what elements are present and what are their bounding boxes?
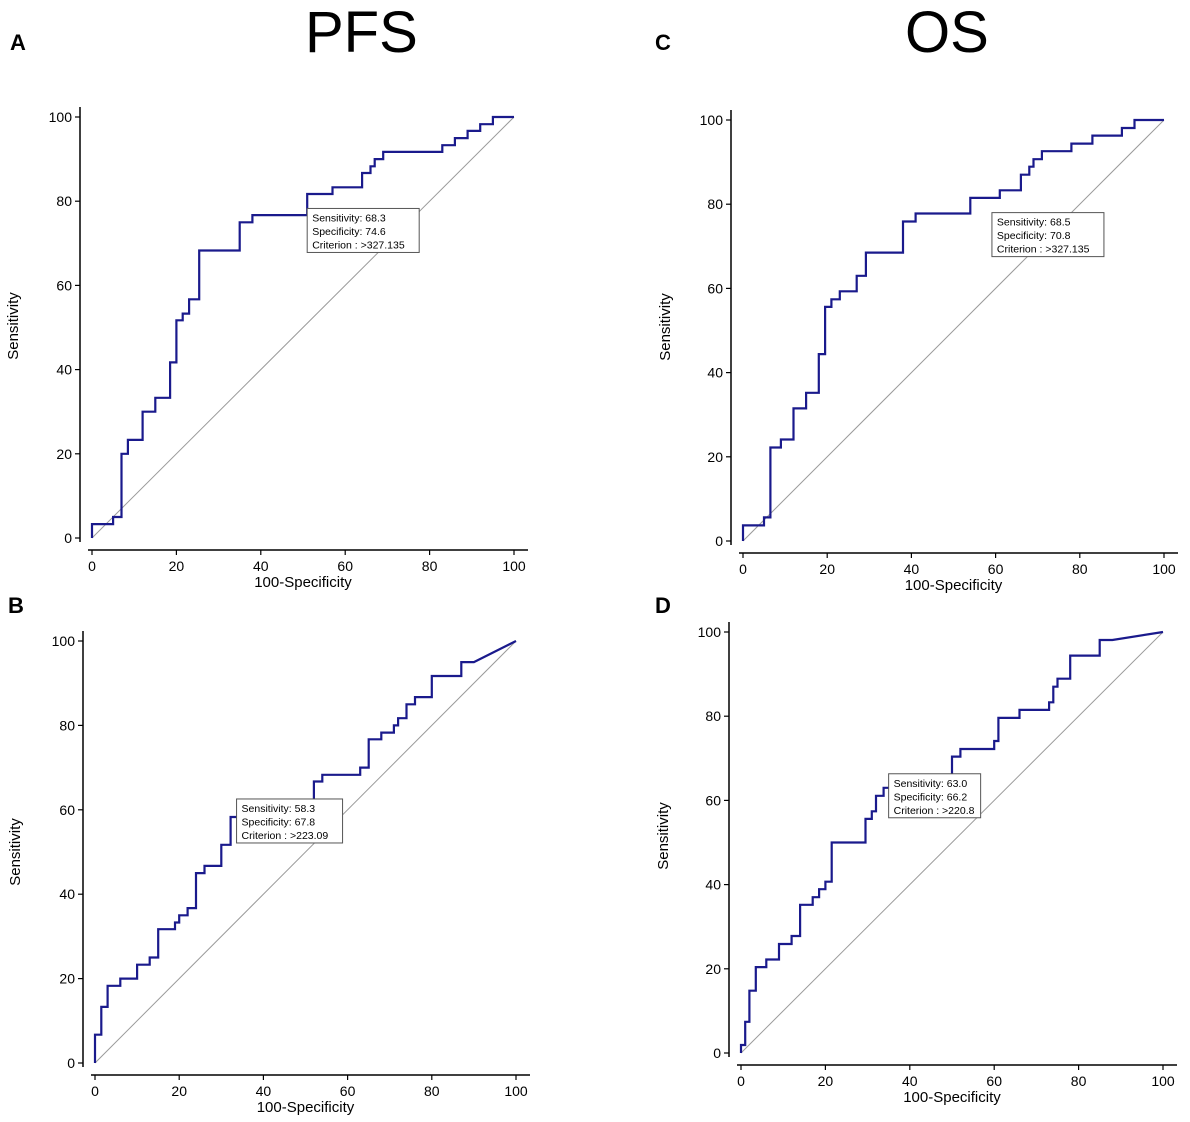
roc-curve-a [90, 115, 514, 538]
criterion-sensitivity-c: Sensitivity: 68.5 [997, 217, 1071, 229]
os-column-title: OS [905, 0, 989, 65]
y-tick-label-b-2: 40 [59, 886, 75, 902]
criterion-box-b [236, 798, 344, 844]
criterion-criterion-c: Criterion : >327.135 [997, 244, 1090, 256]
criterion-box-d [888, 773, 982, 819]
y-tick-label-c-1: 20 [707, 449, 723, 465]
x-tick-label-a-3: 60 [337, 558, 353, 574]
criterion-criterion-d: Criterion : >220.8 [894, 805, 975, 817]
y-axis-label-d: Sensitivity [655, 802, 672, 870]
criterion-criterion-b: Criterion : >223.09 [242, 830, 329, 842]
chart-panel-c: 0 20 40 60 80 100 0 20 40 60 80 100 100-Specificity S… [657, 110, 1178, 594]
x-tick-label-b-5: 100 [504, 1083, 528, 1099]
criterion-criterion-a: Criterion : >327.135 [312, 239, 405, 251]
x-tick-label-c-5: 100 [1152, 561, 1176, 577]
chart-panel-d: 0 20 40 60 80 100 0 20 40 60 80 100 100-Specificity S… [655, 622, 1177, 1106]
x-tick-label-a-1: 20 [169, 558, 185, 574]
x-tick-label-a-0: 0 [88, 558, 96, 574]
diagonal-reference-line-d [740, 631, 1164, 1054]
diagonal-reference-line-b [94, 640, 517, 1064]
x-axis-label-a: 100-Specificity [254, 574, 352, 591]
x-tick-label-d-2: 40 [902, 1073, 918, 1089]
x-tick-label-c-1: 20 [819, 561, 835, 577]
x-tick-label-a-5: 100 [502, 558, 526, 574]
x-tick-label-a-2: 40 [253, 558, 269, 574]
criterion-sensitivity-a: Sensitivity: 68.3 [312, 212, 386, 224]
x-tick-label-c-0: 0 [739, 561, 747, 577]
roc-curve-c [741, 118, 1164, 541]
criterion-box-a [306, 207, 420, 253]
criterion-specificity-d: Specificity: 66.2 [894, 791, 968, 803]
y-tick-label-b-0: 0 [67, 1055, 75, 1071]
x-tick-label-d-3: 60 [986, 1073, 1002, 1089]
x-tick-label-b-3: 60 [340, 1083, 356, 1099]
y-tick-label-c-3: 60 [707, 280, 723, 296]
y-tick-label-d-2: 40 [705, 877, 721, 893]
x-tick-label-c-4: 80 [1072, 561, 1088, 577]
y-tick-label-d-5: 100 [698, 624, 722, 640]
x-axis-label-c: 100-Specificity [905, 577, 1003, 594]
chart-panel-a: 0 20 40 60 80 100 0 20 40 60 80 100 100-Specificity S… [5, 107, 528, 591]
criterion-specificity-b: Specificity: 67.8 [242, 816, 316, 828]
y-axis-label-c: Sensitivity [657, 293, 674, 361]
criterion-sensitivity-b: Sensitivity: 58.3 [242, 803, 316, 815]
x-tick-label-d-4: 80 [1071, 1073, 1087, 1089]
y-tick-label-a-1: 20 [56, 446, 72, 462]
y-axis-label-b: Sensitivity [7, 818, 24, 886]
y-tick-label-a-0: 0 [64, 530, 72, 546]
y-tick-label-c-5: 100 [700, 112, 724, 128]
y-tick-label-d-4: 80 [705, 708, 721, 724]
panel-letter-b: B [8, 593, 24, 618]
x-tick-label-c-3: 60 [988, 561, 1004, 577]
x-tick-label-d-0: 0 [737, 1073, 745, 1089]
y-tick-label-d-1: 20 [705, 961, 721, 977]
criterion-sensitivity-d: Sensitivity: 63.0 [894, 778, 968, 790]
y-axis-label-a: Sensitivity [5, 292, 22, 360]
y-tick-label-d-3: 60 [705, 792, 721, 808]
panel-letter-c: C [655, 30, 671, 55]
criterion-specificity-c: Specificity: 70.8 [997, 230, 1071, 242]
criterion-box-c [991, 212, 1105, 258]
y-tick-label-b-1: 20 [59, 971, 75, 987]
chart-panel-b: 0 20 40 60 80 100 0 20 40 60 80 100 100-Specificity S… [7, 631, 530, 1116]
x-tick-label-c-2: 40 [904, 561, 920, 577]
criterion-specificity-a: Specificity: 74.6 [312, 226, 386, 238]
x-tick-label-d-5: 100 [1151, 1073, 1175, 1089]
y-tick-label-b-5: 100 [52, 633, 76, 649]
x-tick-label-a-4: 80 [422, 558, 438, 574]
x-tick-label-b-4: 80 [424, 1083, 440, 1099]
x-tick-label-b-1: 20 [171, 1083, 187, 1099]
x-tick-label-b-0: 0 [91, 1083, 99, 1099]
pfs-column-title: PFS [305, 0, 418, 65]
roc-curve-d [739, 630, 1164, 1053]
y-tick-label-a-5: 100 [49, 109, 73, 125]
x-axis-label-d: 100-Specificity [903, 1089, 1001, 1106]
y-tick-label-c-0: 0 [715, 533, 723, 549]
diagonal-reference-line-c [742, 119, 1165, 542]
y-tick-label-a-2: 40 [56, 362, 72, 378]
y-tick-label-a-4: 80 [56, 193, 72, 209]
y-tick-label-b-4: 80 [59, 717, 75, 733]
panel-letter-a: A [10, 30, 26, 55]
diagonal-reference-line-a [91, 116, 515, 539]
y-tick-label-c-4: 80 [707, 196, 723, 212]
y-tick-label-a-3: 60 [56, 277, 72, 293]
roc-curve-b [93, 640, 517, 1063]
x-tick-label-d-1: 20 [818, 1073, 834, 1089]
y-tick-label-d-0: 0 [713, 1045, 721, 1061]
x-tick-label-b-2: 40 [256, 1083, 272, 1099]
panel-letter-d: D [655, 593, 671, 618]
y-tick-label-c-2: 40 [707, 365, 723, 381]
x-axis-label-b: 100-Specificity [257, 1099, 355, 1116]
y-tick-label-b-3: 60 [59, 802, 75, 818]
